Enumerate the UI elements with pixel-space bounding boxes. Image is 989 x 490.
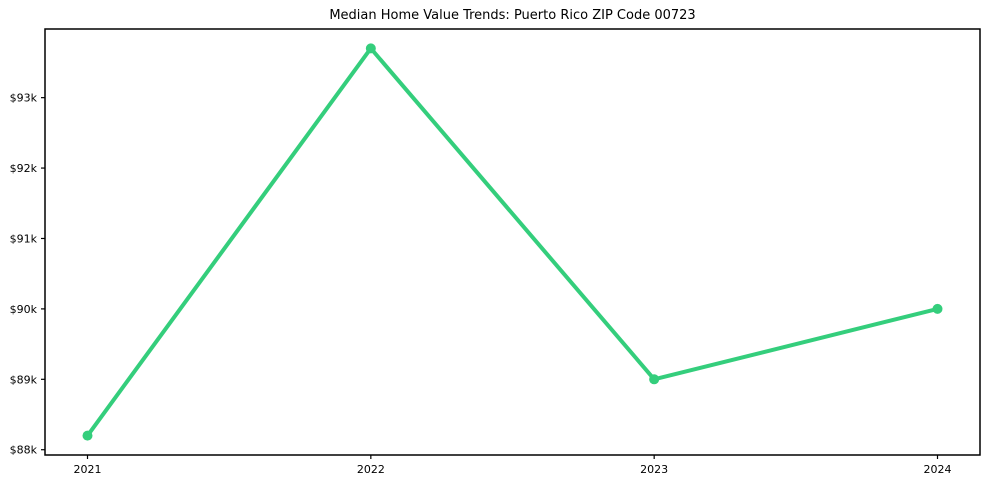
y-tick-label: $93k (10, 92, 38, 105)
x-tick-label: 2021 (74, 463, 102, 476)
y-tick-label: $88k (10, 444, 38, 457)
y-tick-label: $90k (10, 303, 38, 316)
data-point-marker (649, 374, 660, 385)
y-tick-label: $92k (10, 162, 38, 175)
data-point-marker (82, 430, 93, 441)
plot-area (45, 29, 980, 455)
data-point-marker (932, 303, 943, 314)
y-tick-label: $89k (10, 373, 38, 386)
chart-title: Median Home Value Trends: Puerto Rico ZI… (329, 8, 696, 23)
data-point-marker (365, 43, 376, 54)
trend-line (85, 46, 940, 438)
y-tick-label: $91k (10, 232, 38, 245)
x-tick-label: 2024 (924, 463, 952, 476)
x-tick-label: 2022 (357, 463, 385, 476)
x-tick-label: 2023 (640, 463, 668, 476)
axes-frame (44, 28, 981, 456)
